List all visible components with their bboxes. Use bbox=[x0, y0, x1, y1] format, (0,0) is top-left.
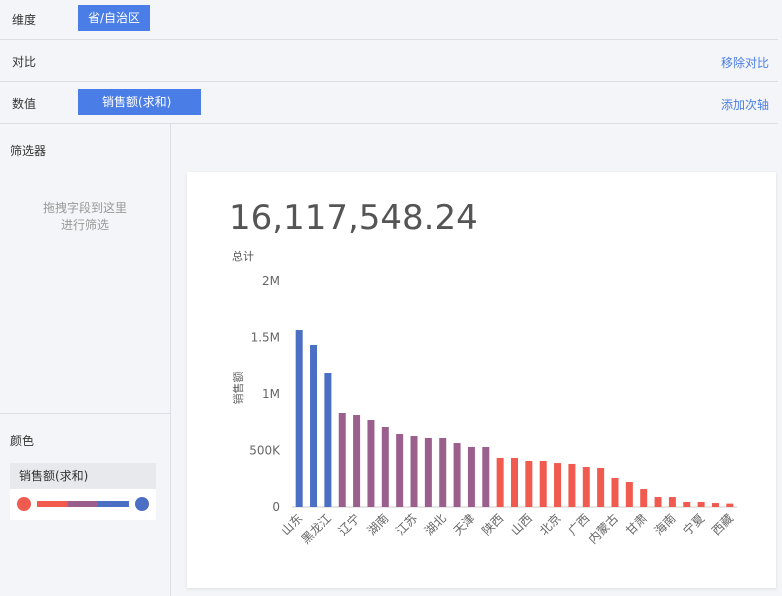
color-title: 颜色 bbox=[10, 434, 35, 448]
bar bbox=[453, 443, 461, 507]
bar bbox=[482, 446, 490, 507]
value-chip[interactable]: 销售额(求和) bbox=[78, 89, 202, 115]
bar bbox=[539, 461, 547, 507]
bar bbox=[467, 446, 475, 507]
color-legend: 销售额(求和) bbox=[10, 463, 156, 520]
bar bbox=[554, 463, 562, 507]
bar bbox=[310, 344, 318, 507]
bar bbox=[525, 461, 533, 507]
x-tick-label: 山西 bbox=[508, 511, 535, 538]
bar bbox=[439, 437, 447, 507]
divider bbox=[170, 124, 171, 596]
x-tick-label: 北京 bbox=[537, 511, 564, 538]
bar bbox=[353, 415, 361, 507]
compare-label: 对比 bbox=[12, 55, 37, 69]
bar bbox=[424, 437, 432, 507]
chart-card bbox=[187, 172, 776, 588]
bar bbox=[597, 468, 605, 507]
bar bbox=[295, 330, 303, 507]
filter-hint: 拖拽字段到这里 bbox=[42, 201, 127, 215]
bar bbox=[668, 497, 676, 507]
x-tick-label: 江苏 bbox=[393, 511, 420, 538]
add-axis[interactable]: 添加次轴 bbox=[721, 98, 770, 112]
bar bbox=[568, 463, 576, 507]
bar bbox=[410, 436, 418, 507]
bar bbox=[654, 497, 662, 507]
x-tick-label: 湖北 bbox=[421, 511, 449, 539]
bar bbox=[324, 372, 332, 507]
total-label: 总计 bbox=[232, 250, 254, 263]
bar bbox=[726, 503, 734, 507]
legend-dot bbox=[135, 497, 149, 511]
color-field: 销售额(求和) bbox=[10, 463, 156, 489]
x-tick-label: 陕西 bbox=[479, 511, 507, 539]
bar bbox=[338, 412, 346, 507]
x-tick-label: 湖南 bbox=[364, 511, 392, 539]
bar bbox=[711, 503, 719, 507]
x-tick-label: 辽宁 bbox=[335, 511, 363, 539]
x-tick-label: 天津 bbox=[451, 511, 478, 538]
y-tick-label: 2M bbox=[262, 274, 280, 288]
separator bbox=[0, 81, 778, 82]
remove-compare[interactable]: 移除对比 bbox=[721, 56, 770, 70]
separator bbox=[0, 39, 778, 40]
x-tick-label: 宁夏 bbox=[680, 511, 708, 539]
y-tick-label: 0 bbox=[272, 500, 280, 514]
x-tick-label: 黑龙江 bbox=[299, 511, 334, 546]
x-tick-label: 西藏 bbox=[709, 511, 736, 538]
bar bbox=[396, 434, 404, 507]
filter-title: 筛选器 bbox=[10, 144, 47, 158]
y-tick-label: 1M bbox=[262, 387, 280, 401]
legend-dot bbox=[17, 497, 31, 511]
bar bbox=[683, 502, 691, 507]
x-tick-label: 甘肃 bbox=[623, 511, 650, 538]
y-axis-label: 销售额 bbox=[231, 372, 245, 405]
bar bbox=[640, 489, 648, 507]
bar bbox=[697, 502, 705, 507]
dimension-chip[interactable]: 省/自治区 bbox=[78, 5, 151, 31]
x-tick-label: 内蒙古 bbox=[585, 511, 621, 547]
y-tick-label: 500K bbox=[249, 444, 281, 458]
total-value: 16,117,548.24 bbox=[229, 198, 478, 238]
bar bbox=[381, 426, 389, 507]
x-tick-label: 海南 bbox=[651, 511, 679, 539]
bar bbox=[496, 457, 504, 507]
value-label: 数值 bbox=[12, 97, 37, 111]
separator bbox=[0, 123, 778, 124]
separator bbox=[0, 413, 170, 414]
y-tick-label: 1.5M bbox=[251, 331, 280, 345]
bar bbox=[611, 477, 619, 507]
bar bbox=[511, 457, 518, 507]
filter-hint: 进行筛选 bbox=[60, 218, 109, 232]
bar bbox=[582, 466, 590, 507]
dimension-label: 维度 bbox=[12, 13, 37, 27]
bar bbox=[625, 482, 633, 507]
bar bbox=[367, 419, 375, 507]
legend-gradient bbox=[37, 501, 129, 507]
